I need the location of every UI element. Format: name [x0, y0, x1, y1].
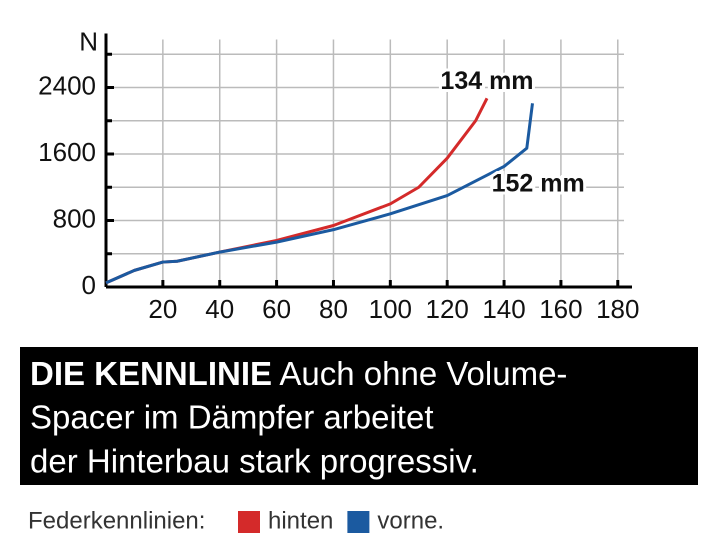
plot-area: N 0 800 1600 2400 20 40 60 80 100 120 140 160 180 134 …	[38, 26, 639, 324]
annotation: 152 mm	[492, 169, 585, 197]
legend-swatch	[347, 511, 370, 533]
legend-swatch	[238, 511, 260, 533]
x-tick-label: 180	[596, 294, 639, 324]
y-axis-label: N	[79, 26, 98, 56]
x-tick-label: 100	[369, 294, 412, 324]
caption-text: Spacer im Dämpfer arbeitet	[30, 399, 434, 436]
x-tick-label: 120	[425, 294, 468, 324]
y-tick-label: 1600	[38, 137, 96, 167]
x-tick-label: 60	[262, 294, 291, 324]
caption-text: Auch ohne Volume-	[279, 355, 567, 392]
caption-line: DIE KENNLINIE Auch ohne Volume-	[30, 355, 567, 392]
series-line	[105, 103, 534, 285]
y-tick-label: 0	[82, 270, 96, 300]
y-tick-label: 2400	[38, 70, 96, 100]
y-tick-label: 800	[53, 203, 96, 233]
x-tick-label: 160	[539, 294, 582, 324]
x-tick-label: 80	[319, 294, 348, 324]
x-tick-label: 20	[148, 294, 177, 324]
x-tick-label: 40	[205, 294, 234, 324]
legend-label: vorne.	[377, 507, 444, 534]
annotation: 134 mm	[440, 67, 533, 95]
caption-box	[20, 347, 698, 485]
x-tick-label: 140	[482, 294, 525, 324]
legend-title: Federkennlinien:	[28, 507, 205, 534]
caption-text: der Hinterbau stark progressiv.	[30, 443, 479, 480]
caption-heading: DIE KENNLINIE	[30, 355, 272, 392]
legend-label: hinten	[268, 507, 333, 534]
